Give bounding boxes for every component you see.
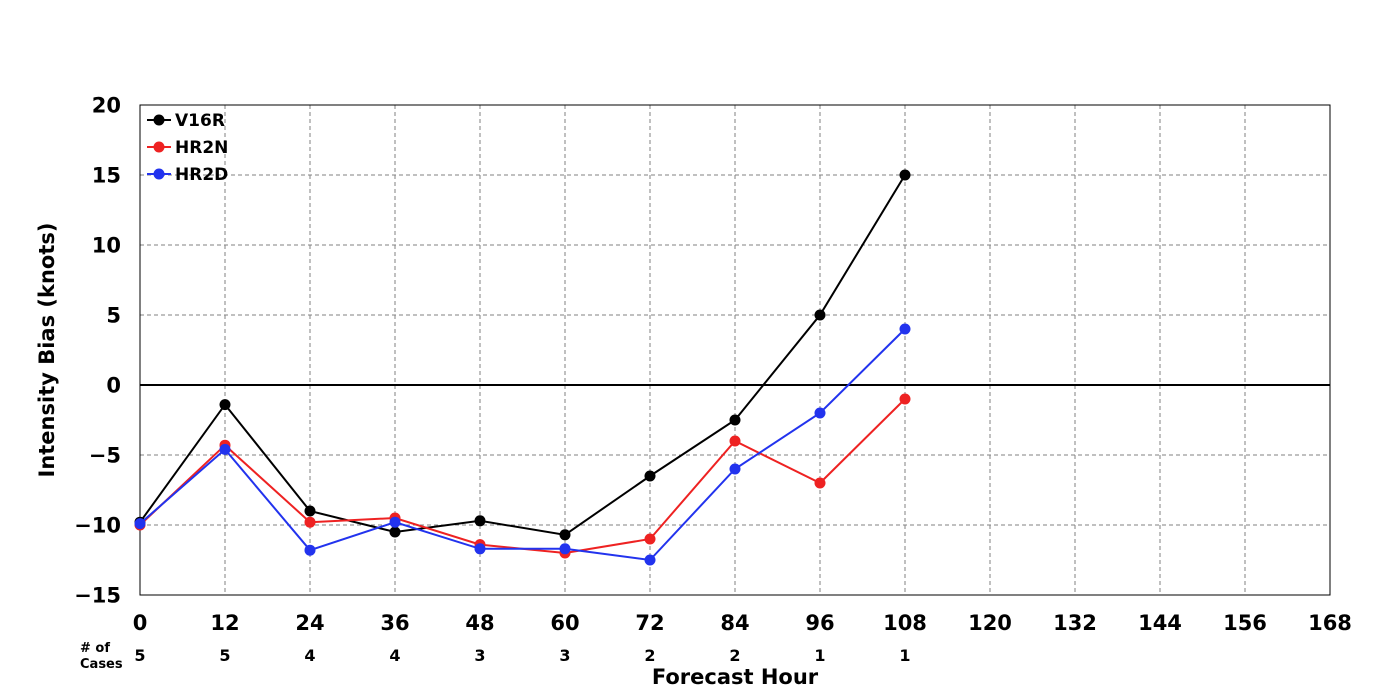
x-tick-label: 12 — [210, 611, 239, 635]
legend-marker — [153, 141, 165, 153]
data-point-v16r — [729, 414, 741, 426]
series-line-hr2d — [139, 328, 906, 562]
legend-label: HR2N — [175, 138, 228, 158]
legend-marker — [153, 168, 165, 180]
cases-row: # of Cases 5 5 4 4 3 3 2 2 1 1 — [80, 641, 911, 672]
legend: V16R HR2N HR2D — [147, 111, 228, 185]
legend-label: HR2D — [175, 165, 228, 185]
series-v16r — [134, 169, 911, 541]
y-tick-label: 0 — [106, 374, 121, 398]
data-point-hr2d — [134, 518, 146, 530]
x-tick-label: 60 — [550, 611, 579, 635]
y-tick-label: 5 — [106, 304, 121, 328]
data-point-hr2d — [559, 543, 571, 555]
series-layer — [134, 169, 911, 566]
cases-count: 3 — [559, 646, 570, 665]
x-tick-label: 72 — [635, 611, 664, 635]
x-tick-label: 48 — [465, 611, 494, 635]
y-tick-label: −5 — [89, 444, 121, 468]
x-tick-label: 96 — [805, 611, 834, 635]
data-point-v16r — [899, 169, 911, 181]
cases-count: 4 — [389, 646, 400, 665]
grid — [140, 105, 1330, 595]
data-point-v16r — [219, 399, 231, 411]
x-axis-title: Forecast Hour — [652, 665, 819, 689]
data-point-hr2d — [389, 516, 401, 528]
legend-item-hr2n: HR2N — [147, 138, 228, 158]
data-point-hr2n — [304, 516, 316, 528]
data-point-hr2n — [729, 435, 741, 447]
data-point-hr2d — [814, 407, 826, 419]
cases-count: 3 — [474, 646, 485, 665]
series-line-v16r — [139, 174, 906, 536]
y-tick-label: −15 — [74, 584, 121, 608]
x-tick-label: 0 — [133, 611, 148, 635]
cases-count: 1 — [899, 646, 910, 665]
cases-count: 2 — [729, 646, 740, 665]
data-point-v16r — [644, 470, 656, 482]
data-point-hr2d — [899, 323, 911, 335]
cases-label-line2: Cases — [80, 657, 123, 672]
data-point-hr2n — [814, 477, 826, 489]
x-tick-label: 156 — [1223, 611, 1267, 635]
legend-item-v16r: V16R — [147, 111, 225, 131]
data-point-hr2d — [304, 544, 316, 556]
cases-count: 5 — [134, 646, 145, 665]
data-point-hr2d — [219, 443, 231, 455]
data-point-v16r — [304, 505, 316, 517]
data-point-v16r — [389, 526, 401, 538]
x-tick-label: 120 — [968, 611, 1012, 635]
y-tick-labels: −15 −10 −5 0 5 10 15 20 — [74, 94, 121, 608]
x-tick-label: 84 — [720, 611, 749, 635]
cases-count: 5 — [219, 646, 230, 665]
cases-count: 2 — [644, 646, 655, 665]
data-point-v16r — [474, 515, 486, 527]
data-point-v16r — [814, 309, 826, 321]
x-tick-label: 168 — [1308, 611, 1352, 635]
data-point-hr2d — [729, 463, 741, 475]
x-tick-labels: 0 12 24 36 48 60 72 84 96 108 120 132 144 156 168 — [133, 611, 1352, 635]
cases-label-line1: # of — [80, 641, 110, 656]
legend-label: V16R — [175, 111, 225, 131]
x-tick-label: 24 — [295, 611, 324, 635]
x-tick-label: 132 — [1053, 611, 1097, 635]
cases-count: 4 — [304, 646, 315, 665]
data-point-hr2d — [644, 554, 656, 566]
data-point-hr2n — [644, 533, 656, 545]
y-tick-label: 15 — [92, 164, 121, 188]
y-tick-label: −10 — [74, 514, 121, 538]
y-tick-label: 10 — [92, 234, 121, 258]
y-axis-title: Intensity Bias (knots) — [35, 223, 59, 478]
cases-count: 1 — [814, 646, 825, 665]
plot-frame — [139, 104, 1331, 596]
data-point-hr2n — [899, 393, 911, 405]
x-tick-label: 36 — [380, 611, 409, 635]
series-hr2d — [134, 323, 911, 566]
data-point-hr2d — [474, 543, 486, 555]
legend-item-hr2d: HR2D — [147, 165, 228, 185]
y-tick-label: 20 — [92, 94, 121, 118]
data-point-v16r — [559, 529, 571, 541]
legend-marker — [153, 114, 165, 126]
x-tick-label: 144 — [1138, 611, 1182, 635]
x-tick-label: 108 — [883, 611, 927, 635]
